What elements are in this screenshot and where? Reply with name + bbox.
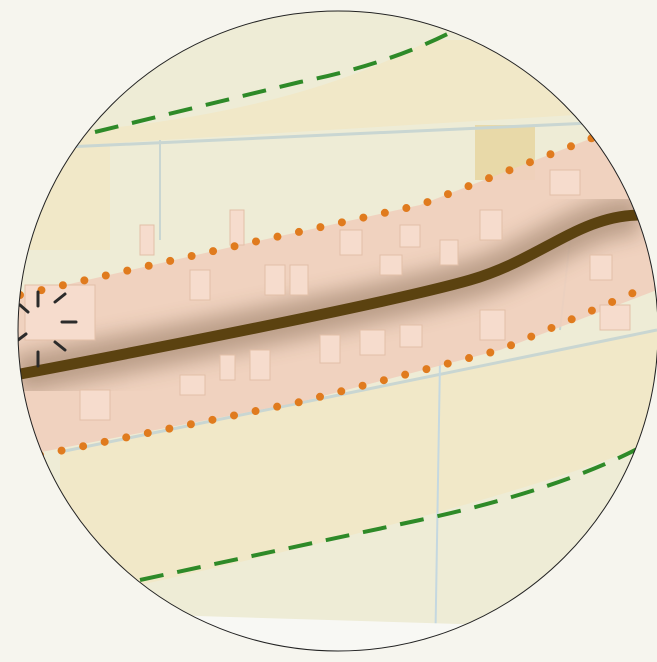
street (18, 118, 657, 152)
field (60, 330, 657, 600)
field (18, 40, 657, 150)
road (18, 209, 657, 381)
buffer-edge (36, 286, 644, 459)
buffer-edge (18, 131, 604, 299)
street (59, 328, 657, 454)
location-marker (18, 290, 78, 368)
lens-border (17, 10, 657, 652)
stream (434, 359, 441, 651)
buildings (24, 169, 631, 421)
boundary (139, 443, 646, 582)
